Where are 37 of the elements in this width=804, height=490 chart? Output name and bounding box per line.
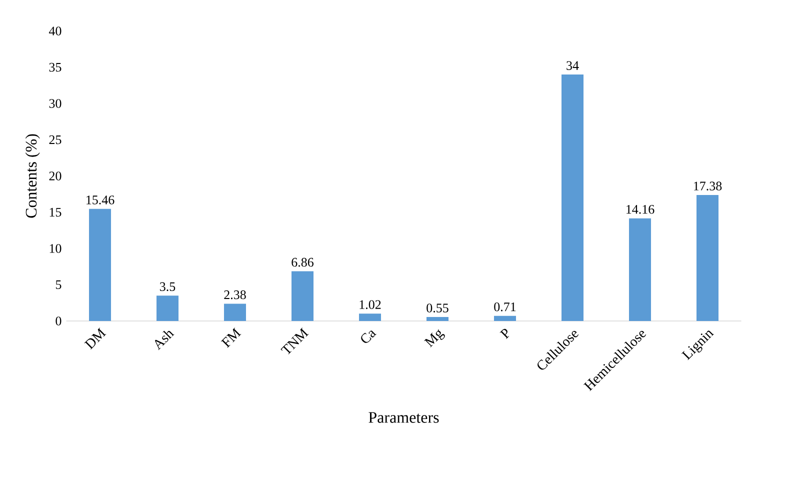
- bar: [156, 296, 179, 321]
- bar: [89, 208, 112, 321]
- bar: [224, 304, 246, 321]
- data-label: 1.02: [360, 300, 381, 310]
- x-tick-label: FM: [220, 328, 242, 348]
- data-label: 34: [566, 61, 579, 70]
- y-tick-label: 0: [56, 316, 62, 326]
- bar: [629, 218, 651, 321]
- x-tick-label: P: [500, 328, 510, 340]
- bar: [562, 74, 584, 321]
- y-tick-label: 35: [49, 62, 62, 72]
- bar: [292, 271, 314, 321]
- y-tick-label: 10: [50, 244, 62, 253]
- y-axis-title: Contents (%): [25, 134, 40, 218]
- data-label: 17.38: [694, 182, 722, 190]
- data-label: 14.16: [626, 205, 654, 214]
- data-label: 0.55: [426, 304, 448, 312]
- bar: [426, 317, 449, 321]
- y-tick-label: 25: [49, 135, 62, 144]
- x-tick-label: Ash: [154, 330, 174, 350]
- x-tick-label: DM: [84, 328, 106, 350]
- data-label: 3.5: [160, 282, 176, 292]
- x-axis-title: Parameters: [368, 412, 439, 423]
- data-label: 2.38: [224, 290, 246, 300]
- y-tick-label: 40: [48, 26, 62, 36]
- bar: [696, 194, 718, 321]
- bar: [359, 314, 382, 321]
- y-tick-label: 30: [49, 99, 62, 108]
- data-label: 0.71: [494, 302, 516, 312]
- y-tick-label: 5: [56, 280, 62, 290]
- bar: [494, 316, 516, 321]
- x-tick-label: Ca: [361, 330, 376, 343]
- x-tick-label: Mg: [424, 329, 445, 348]
- y-tick-label: 20: [49, 172, 62, 180]
- data-label: 15.46: [86, 196, 114, 204]
- y-tick-label: 15: [50, 208, 62, 217]
- data-label: 6.86: [292, 258, 314, 267]
